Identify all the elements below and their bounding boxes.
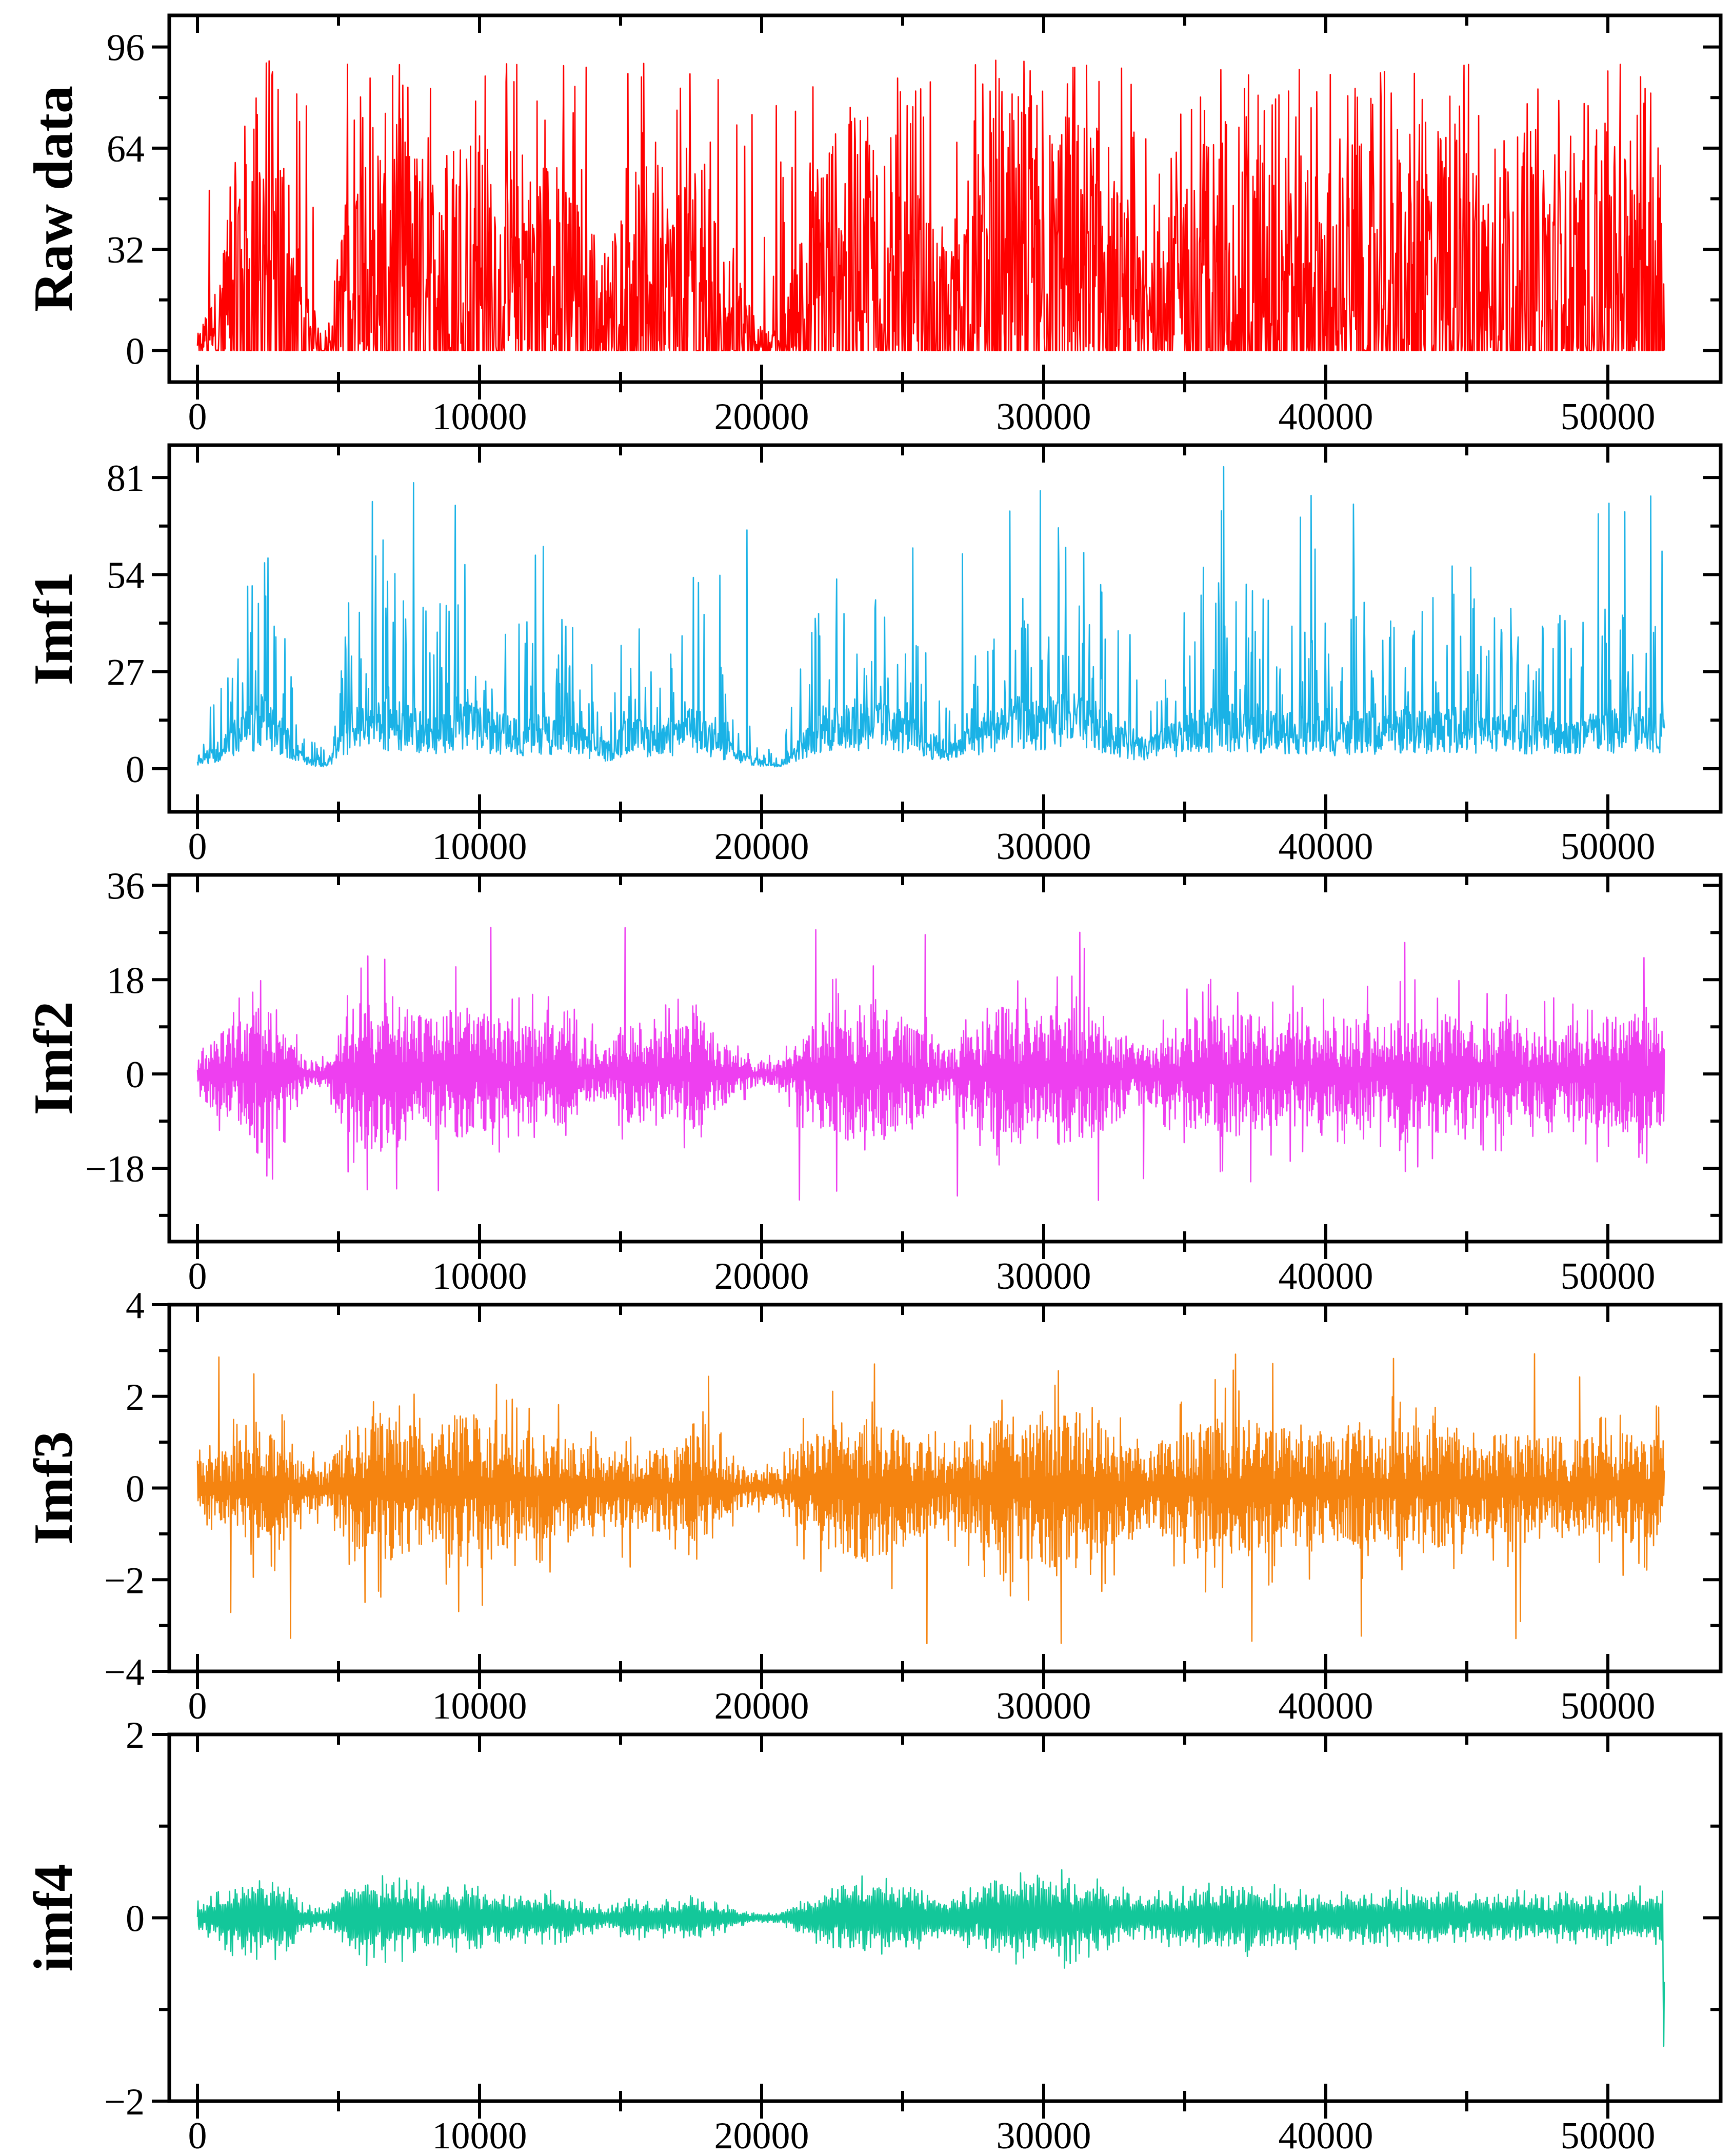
x-tick-label: 10000 (432, 1685, 527, 1727)
x-tick-label: 40000 (1279, 396, 1373, 438)
y-tick-label: 0 (126, 749, 145, 791)
panel-4: 0 10000 20000 30000 40000 50000 −4 −2 0 2 4 Imf3 (23, 1285, 1723, 1727)
x-tick-label: 30000 (997, 2115, 1091, 2156)
x-tick-label: 0 (188, 1255, 207, 1297)
y-tick-label: 64 (107, 128, 145, 170)
y-tick-label: 2 (126, 1376, 145, 1419)
x-tick-label: 20000 (714, 1685, 809, 1727)
y-axis-title: Imf1 (23, 572, 84, 686)
y-tick-label: 54 (107, 554, 145, 596)
x-tick-label: 0 (188, 2115, 207, 2156)
x-tick-label: 50000 (1561, 826, 1656, 868)
y-tick-label: 2 (126, 1714, 145, 1756)
x-tick-label: 40000 (1279, 826, 1373, 868)
y-tick-label: 18 (107, 960, 145, 1002)
y-tick-label: 32 (107, 229, 145, 271)
y-tick-label: 0 (126, 1468, 145, 1510)
series-line-imf1 (196, 466, 1665, 768)
x-tick-label: 40000 (1279, 1685, 1373, 1727)
x-tick-label: 20000 (714, 2115, 809, 2156)
x-tick-label: 0 (188, 1685, 207, 1727)
y-axis-title: Imf2 (23, 1002, 84, 1115)
x-tick-label: 30000 (997, 1685, 1091, 1727)
x-tick-label: 10000 (432, 396, 527, 438)
y-tick-label: −2 (104, 1560, 145, 1602)
panel-1: 0 10000 20000 30000 40000 50000 0 32 64 96 Raw dat… (23, 13, 1723, 438)
y-tick-label: 0 (126, 1898, 145, 1940)
x-tick-label: 20000 (714, 1255, 809, 1297)
x-tick-label: 0 (188, 826, 207, 868)
series-line-imf4 (196, 1869, 1665, 2047)
y-tick-label: 36 (107, 865, 145, 907)
y-tick-label: 0 (126, 330, 145, 372)
x-tick-label: 30000 (997, 826, 1091, 868)
x-tick-label: 0 (188, 396, 207, 438)
panel-2: 0 10000 20000 30000 40000 50000 0 27 54 81 Imf1 (23, 443, 1723, 868)
panel-3: 0 10000 20000 30000 40000 50000 −18 0 18 36 Imf2 (23, 865, 1723, 1297)
x-tick-label: 50000 (1561, 1255, 1656, 1297)
x-tick-label: 30000 (997, 396, 1091, 438)
y-tick-label: 4 (126, 1285, 145, 1327)
x-tick-label: 10000 (432, 1255, 527, 1297)
y-axis-title: Raw data (23, 86, 84, 312)
plot-frame (167, 873, 1723, 1244)
y-tick-label: 81 (107, 457, 145, 500)
x-tick-label: 10000 (432, 2115, 527, 2156)
x-tick-label: 20000 (714, 826, 809, 868)
series-line-imf2 (196, 927, 1665, 1201)
panel-5: 0 10000 20000 30000 40000 50000 −2 0 2 imf4 (23, 1714, 1723, 2156)
plot-frame (167, 443, 1723, 814)
x-tick-label: 10000 (432, 826, 527, 868)
series-line-raw-data (196, 59, 1665, 351)
y-tick-label: 0 (126, 1054, 145, 1096)
y-tick-label: −18 (85, 1148, 145, 1190)
y-tick-label: −2 (104, 2081, 145, 2123)
y-tick-label: 96 (107, 27, 145, 69)
x-tick-label: 20000 (714, 396, 809, 438)
y-tick-label: 27 (107, 652, 145, 694)
series-line-imf3 (196, 1353, 1665, 1645)
x-tick-label: 50000 (1561, 2115, 1656, 2156)
x-tick-label: 50000 (1561, 1685, 1656, 1727)
y-axis-title: Imf3 (23, 1431, 84, 1545)
x-tick-label: 50000 (1561, 396, 1656, 438)
y-tick-label: −4 (104, 1651, 145, 1693)
y-axis-title: imf4 (23, 1864, 84, 1972)
x-tick-label: 30000 (997, 1255, 1091, 1297)
x-tick-label: 40000 (1279, 1255, 1373, 1297)
x-tick-label: 40000 (1279, 2115, 1373, 2156)
